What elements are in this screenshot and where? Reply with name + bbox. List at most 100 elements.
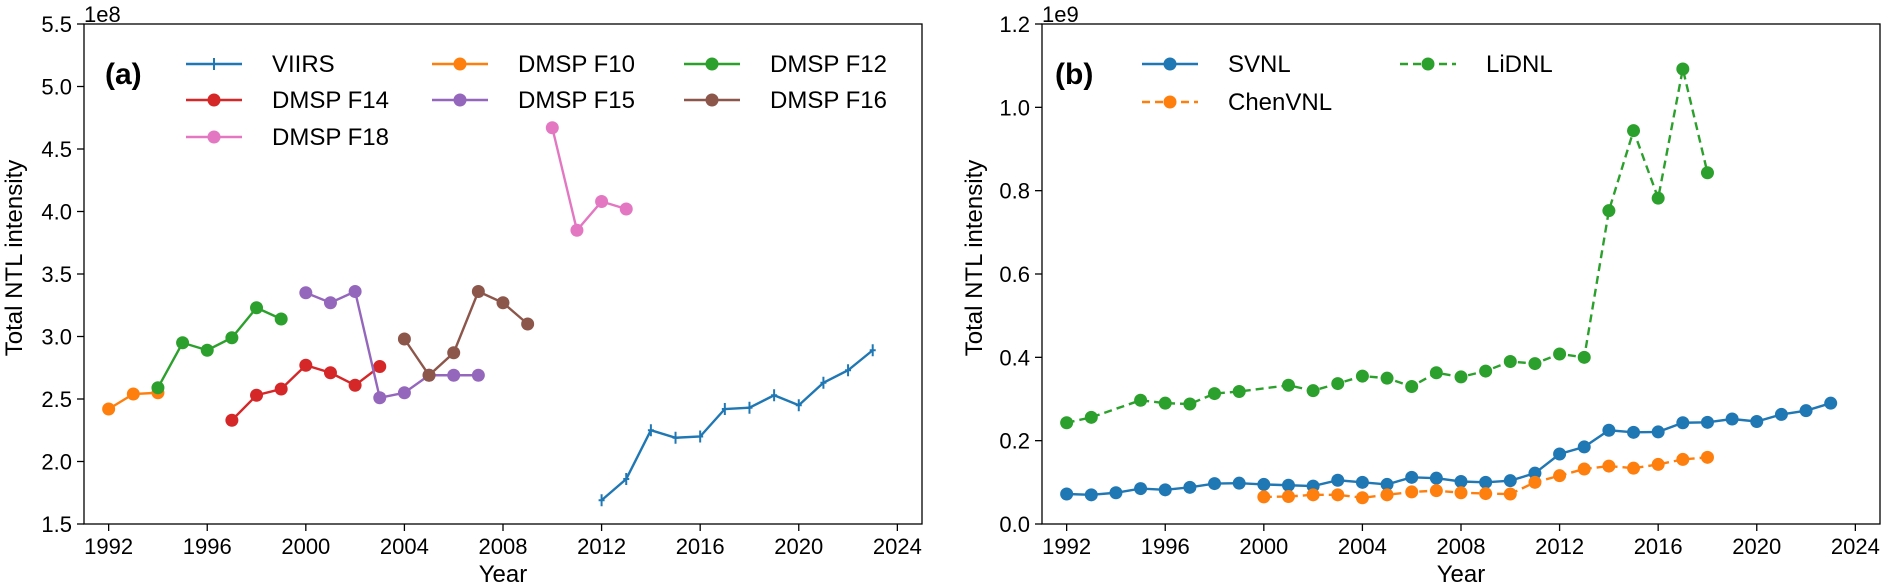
data-point	[1479, 364, 1493, 378]
data-point	[1725, 412, 1739, 426]
data-point	[1134, 393, 1148, 407]
data-point	[1602, 459, 1616, 473]
y-tick-label: 0.8	[999, 179, 1030, 204]
legend-marker	[453, 93, 467, 107]
data-point	[721, 403, 728, 415]
data-point	[1331, 473, 1345, 487]
data-point	[619, 202, 633, 216]
data-point	[1700, 415, 1714, 429]
data-point	[1109, 486, 1123, 500]
legend-label: VIIRS	[272, 51, 335, 78]
data-point	[1553, 447, 1567, 461]
data-point	[1084, 410, 1098, 424]
data-point	[1355, 491, 1369, 505]
data-point	[225, 413, 239, 427]
data-point	[845, 364, 852, 377]
data-point	[771, 389, 778, 402]
x-tick-label: 1996	[1141, 534, 1190, 559]
data-point	[1676, 452, 1690, 466]
data-point	[647, 424, 654, 437]
y-tick-label: 0.6	[999, 262, 1030, 287]
legend-entry: ChenVNL	[1142, 89, 1332, 116]
x-tick-label: 2016	[1634, 534, 1683, 559]
data-point	[1454, 475, 1468, 488]
data-point	[1503, 474, 1517, 488]
panel-a-scale-label: 1e8	[84, 2, 121, 27]
x-tick-label: 2000	[281, 534, 330, 559]
data-point	[1281, 378, 1295, 392]
series-svnl	[1060, 396, 1838, 502]
y-tick-label: 4.0	[41, 200, 72, 225]
y-tick-label: 3.5	[41, 262, 72, 287]
data-point	[1355, 369, 1369, 383]
series-line	[1066, 402, 1832, 497]
data-point	[1479, 475, 1493, 489]
data-point	[373, 360, 387, 373]
data-point	[422, 368, 436, 382]
data-point	[1528, 357, 1542, 371]
series-viirs	[598, 344, 876, 507]
legend-label: LiDNL	[1486, 51, 1553, 78]
data-point	[1824, 396, 1838, 410]
data-point	[250, 388, 264, 402]
legend-label: DMSP F12	[770, 51, 887, 78]
y-tick-label: 3.0	[41, 325, 72, 350]
data-point	[225, 331, 239, 345]
legend-entry: DMSP F12	[684, 51, 887, 78]
data-point	[1553, 347, 1567, 361]
data-point	[1331, 488, 1345, 502]
data-point	[1380, 371, 1394, 385]
data-point	[1306, 488, 1320, 502]
x-tick-label: 1992	[1042, 534, 1091, 559]
panel-a: (a) 1e8 Year Total NTL intensity 1992 199…	[1, 2, 923, 587]
data-point	[1454, 486, 1468, 500]
data-point	[447, 346, 461, 360]
y-tick-label: 2.5	[41, 387, 72, 412]
panel-b-scale-label: 1e9	[1042, 2, 1079, 27]
legend-marker	[211, 58, 217, 70]
data-point	[1380, 477, 1394, 491]
legend-marker	[207, 130, 221, 144]
data-point	[299, 286, 313, 300]
data-point	[397, 332, 411, 346]
data-point	[471, 285, 485, 298]
data-point	[1651, 425, 1665, 439]
series-chenvnl	[1257, 450, 1714, 505]
data-point	[1651, 191, 1665, 205]
x-tick-label: 2012	[577, 534, 626, 559]
data-point	[1627, 461, 1641, 475]
series-dmsp-f14	[225, 358, 387, 427]
data-point	[102, 402, 116, 416]
data-point	[471, 368, 485, 382]
data-point	[373, 391, 387, 405]
legend-label: DMSP F18	[272, 124, 389, 151]
data-point	[176, 336, 190, 350]
series-line	[156, 306, 282, 389]
legend-label: SVNL	[1228, 51, 1291, 78]
data-point	[795, 399, 802, 412]
legend-marker	[1421, 57, 1435, 71]
data-point	[1577, 440, 1591, 454]
data-point	[1651, 457, 1665, 471]
legend-label: DMSP F14	[272, 87, 389, 114]
data-point	[1676, 416, 1690, 430]
y-tick-label: 1.5	[41, 512, 72, 537]
data-point	[1183, 480, 1197, 494]
series-dmsp-f12	[151, 301, 288, 395]
data-point	[1528, 466, 1542, 480]
data-point	[1774, 407, 1788, 421]
data-point	[623, 473, 630, 485]
data-point	[1577, 350, 1591, 364]
data-point	[1553, 469, 1567, 483]
data-point	[1799, 404, 1813, 418]
legend-entry: DMSP F16	[684, 87, 887, 114]
data-point	[746, 401, 753, 414]
data-point	[323, 296, 337, 310]
data-point	[1158, 483, 1172, 497]
data-point	[598, 494, 605, 507]
panel-a-xlabel: Year	[479, 561, 528, 587]
data-point	[1528, 475, 1542, 489]
data-point	[397, 386, 411, 400]
series-line	[551, 127, 627, 233]
panel-b-label: (b)	[1055, 58, 1093, 91]
